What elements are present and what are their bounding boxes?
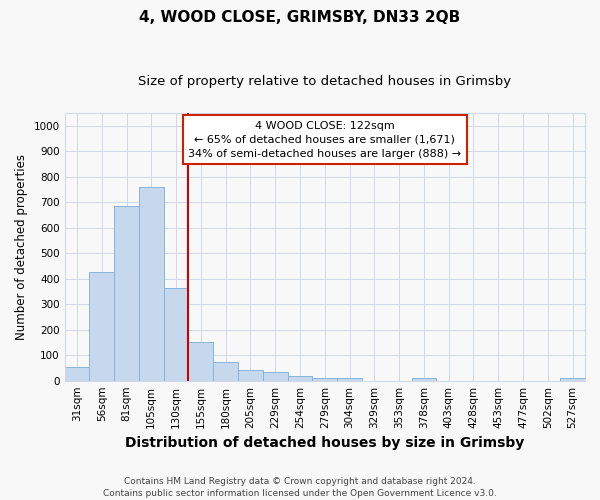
Bar: [89, 272, 114, 380]
Bar: [65, 368, 89, 380]
Bar: [139, 187, 164, 380]
Bar: [114, 206, 139, 380]
Bar: [238, 370, 263, 380]
Bar: [213, 362, 238, 380]
Text: 4, WOOD CLOSE, GRIMSBY, DN33 2QB: 4, WOOD CLOSE, GRIMSBY, DN33 2QB: [139, 10, 461, 25]
Text: Contains HM Land Registry data © Crown copyright and database right 2024.
Contai: Contains HM Land Registry data © Crown c…: [103, 476, 497, 498]
Text: 4 WOOD CLOSE: 122sqm
← 65% of detached houses are smaller (1,671)
34% of semi-de: 4 WOOD CLOSE: 122sqm ← 65% of detached h…: [188, 121, 461, 159]
Bar: [313, 378, 337, 380]
X-axis label: Distribution of detached houses by size in Grimsby: Distribution of detached houses by size …: [125, 436, 524, 450]
Bar: [188, 342, 213, 380]
Bar: [412, 378, 436, 380]
Bar: [337, 378, 362, 380]
Title: Size of property relative to detached houses in Grimsby: Size of property relative to detached ho…: [138, 75, 511, 88]
Bar: [164, 288, 188, 380]
Bar: [263, 372, 287, 380]
Bar: [560, 378, 585, 380]
Y-axis label: Number of detached properties: Number of detached properties: [15, 154, 28, 340]
Bar: [287, 376, 313, 380]
